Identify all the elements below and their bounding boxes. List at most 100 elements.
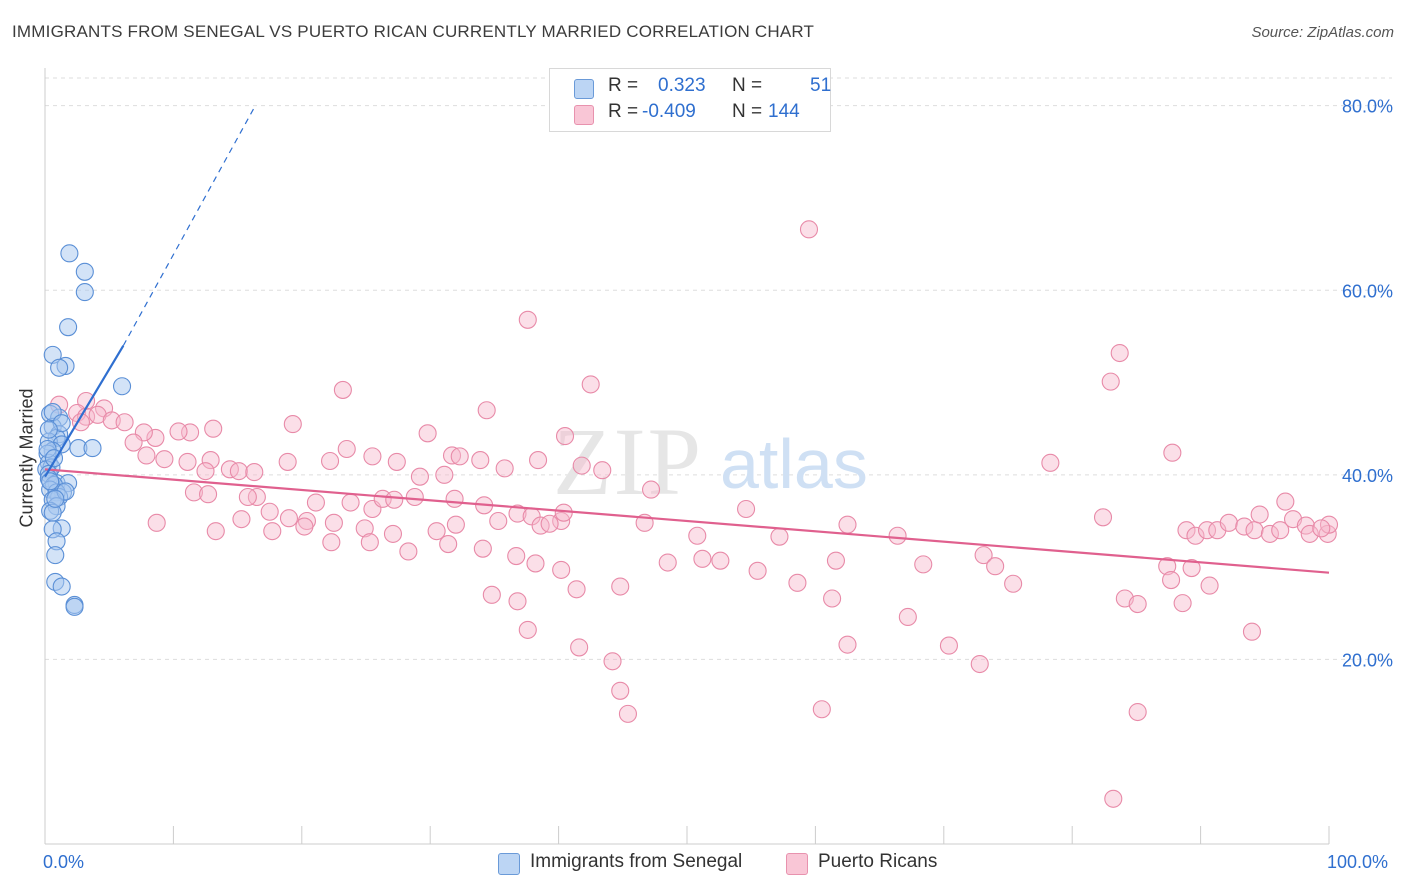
senegal-point (39, 420, 58, 439)
puerto-rican-point (526, 554, 545, 573)
puerto-rican-point (1182, 559, 1201, 578)
puerto-rican-point (1235, 517, 1254, 536)
puerto-rican-point (986, 557, 1005, 576)
correlation-legend: R = 0.323 N = 51 R = -0.409 N = 144 (549, 68, 831, 132)
senegal-trend-line (44, 345, 125, 478)
puerto-rican-point (770, 527, 789, 546)
puerto-rican-point (115, 413, 134, 432)
y-axis-label: Currently Married (16, 388, 37, 528)
puerto-rican-point (1219, 513, 1238, 532)
puerto-rican-point (555, 427, 575, 446)
puerto-rican-point (788, 573, 807, 592)
puerto-rican-point (435, 465, 454, 484)
puerto-rican-point (737, 499, 756, 519)
puerto-rican-point (1276, 492, 1295, 511)
puerto-rican-point (823, 589, 842, 608)
r-value: -0.409 (642, 101, 696, 122)
puerto-rican-point (567, 580, 586, 599)
puerto-rican-point (295, 517, 314, 536)
senegal-point (59, 318, 78, 337)
puerto-rican-point (748, 561, 767, 580)
trend-lines (44, 107, 1330, 574)
puerto-rican-point (155, 450, 174, 469)
puerto-rican-point (1093, 508, 1113, 527)
puerto-rican-point (518, 310, 537, 329)
puerto-rican-point (439, 535, 458, 554)
senegal-point (60, 244, 79, 263)
n-label: N = (732, 101, 763, 122)
puerto-rican-points (50, 220, 1339, 808)
puerto-rican-point (201, 451, 220, 470)
puerto-rican-point (898, 607, 917, 627)
puerto-rican-point (360, 533, 379, 552)
puerto-rican-point (383, 524, 403, 543)
puerto-rican-point (1186, 526, 1205, 545)
puerto-rican-point (1200, 576, 1219, 595)
puerto-rican-point (518, 620, 537, 639)
r-label: R = (608, 75, 639, 96)
puerto-rican-point (888, 526, 907, 545)
senegal-legend-label: Immigrants from Senegal (530, 851, 743, 872)
puerto-rican-point (799, 220, 819, 239)
puerto-rican-point (178, 452, 197, 471)
puerto-rican-point (355, 519, 374, 538)
senegal-point (83, 439, 102, 458)
x-max-label: 100.0% (1327, 852, 1389, 872)
puerto-rican-point (658, 553, 677, 572)
puerto-rican-point (279, 509, 299, 528)
puerto-rican-point (333, 380, 352, 399)
puerto-rican-point (1173, 594, 1192, 613)
puerto-rican-point (1312, 519, 1331, 538)
puerto-rican-point (1271, 521, 1290, 540)
puerto-rican-point (611, 681, 630, 700)
puerto-rican-point (1128, 594, 1147, 614)
puerto-rican-point (1128, 702, 1147, 722)
puerto-rican-point (1104, 789, 1123, 808)
puerto-rican-point (540, 514, 559, 533)
puerto-rican-point (1162, 571, 1181, 590)
puerto-rican-point (260, 502, 279, 521)
puerto-rican-point (341, 493, 360, 512)
puerto-rican-point (1158, 557, 1177, 576)
puerto-rican-point (220, 460, 239, 479)
puerto-rican-point (939, 636, 958, 655)
puerto-rican-point (324, 513, 343, 532)
puerto-rican-point (278, 452, 297, 471)
puerto-rican-point (196, 462, 215, 481)
puerto-rican-point (283, 415, 302, 434)
puerto-rican-point (385, 490, 404, 509)
puerto-rican-point (826, 551, 845, 570)
puerto-rican-point (473, 539, 492, 558)
puerto-rican-point (812, 700, 831, 719)
puerto-rican-point (1296, 516, 1315, 535)
puerto-rican-trend-line (44, 468, 1330, 574)
watermark-atlas: atlas (720, 425, 868, 503)
puerto-rican-point (71, 413, 91, 432)
puerto-rican-point (146, 428, 165, 447)
puerto-rican-point (603, 652, 622, 671)
puerto-rican-point (838, 635, 857, 654)
puerto-rican-point (1245, 521, 1264, 540)
puerto-rican-point (477, 401, 496, 420)
puerto-rican-point (322, 533, 341, 552)
puerto-rican-legend-label: Puerto Ricans (818, 851, 938, 872)
puerto-rican-point (445, 489, 464, 508)
puerto-rican-point (507, 547, 526, 566)
puerto-rican-point (405, 487, 424, 507)
puerto-rican-point (508, 592, 527, 611)
r-label: R = (608, 101, 639, 122)
puerto-rican-point (306, 493, 325, 512)
puerto-rican-point (1242, 622, 1262, 641)
senegal-point (50, 358, 69, 377)
puerto-rican-point (482, 585, 501, 604)
puerto-rican-point (245, 463, 264, 482)
puerto-rican-swatch (574, 105, 594, 125)
puerto-rican-point (531, 516, 550, 535)
puerto-rican-point (1163, 443, 1182, 462)
y-tick-labels: 20.0% 40.0% 60.0% 80.0% (1342, 97, 1393, 671)
senegal-point (112, 377, 132, 396)
puerto-rican-point (688, 526, 707, 545)
n-value: 51 (810, 75, 832, 96)
puerto-rican-point (399, 542, 418, 561)
puerto-rican-point (974, 546, 993, 565)
